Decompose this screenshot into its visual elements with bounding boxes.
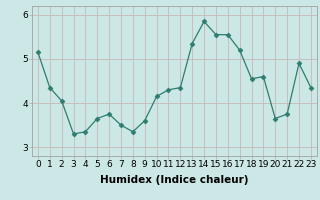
X-axis label: Humidex (Indice chaleur): Humidex (Indice chaleur) (100, 175, 249, 185)
